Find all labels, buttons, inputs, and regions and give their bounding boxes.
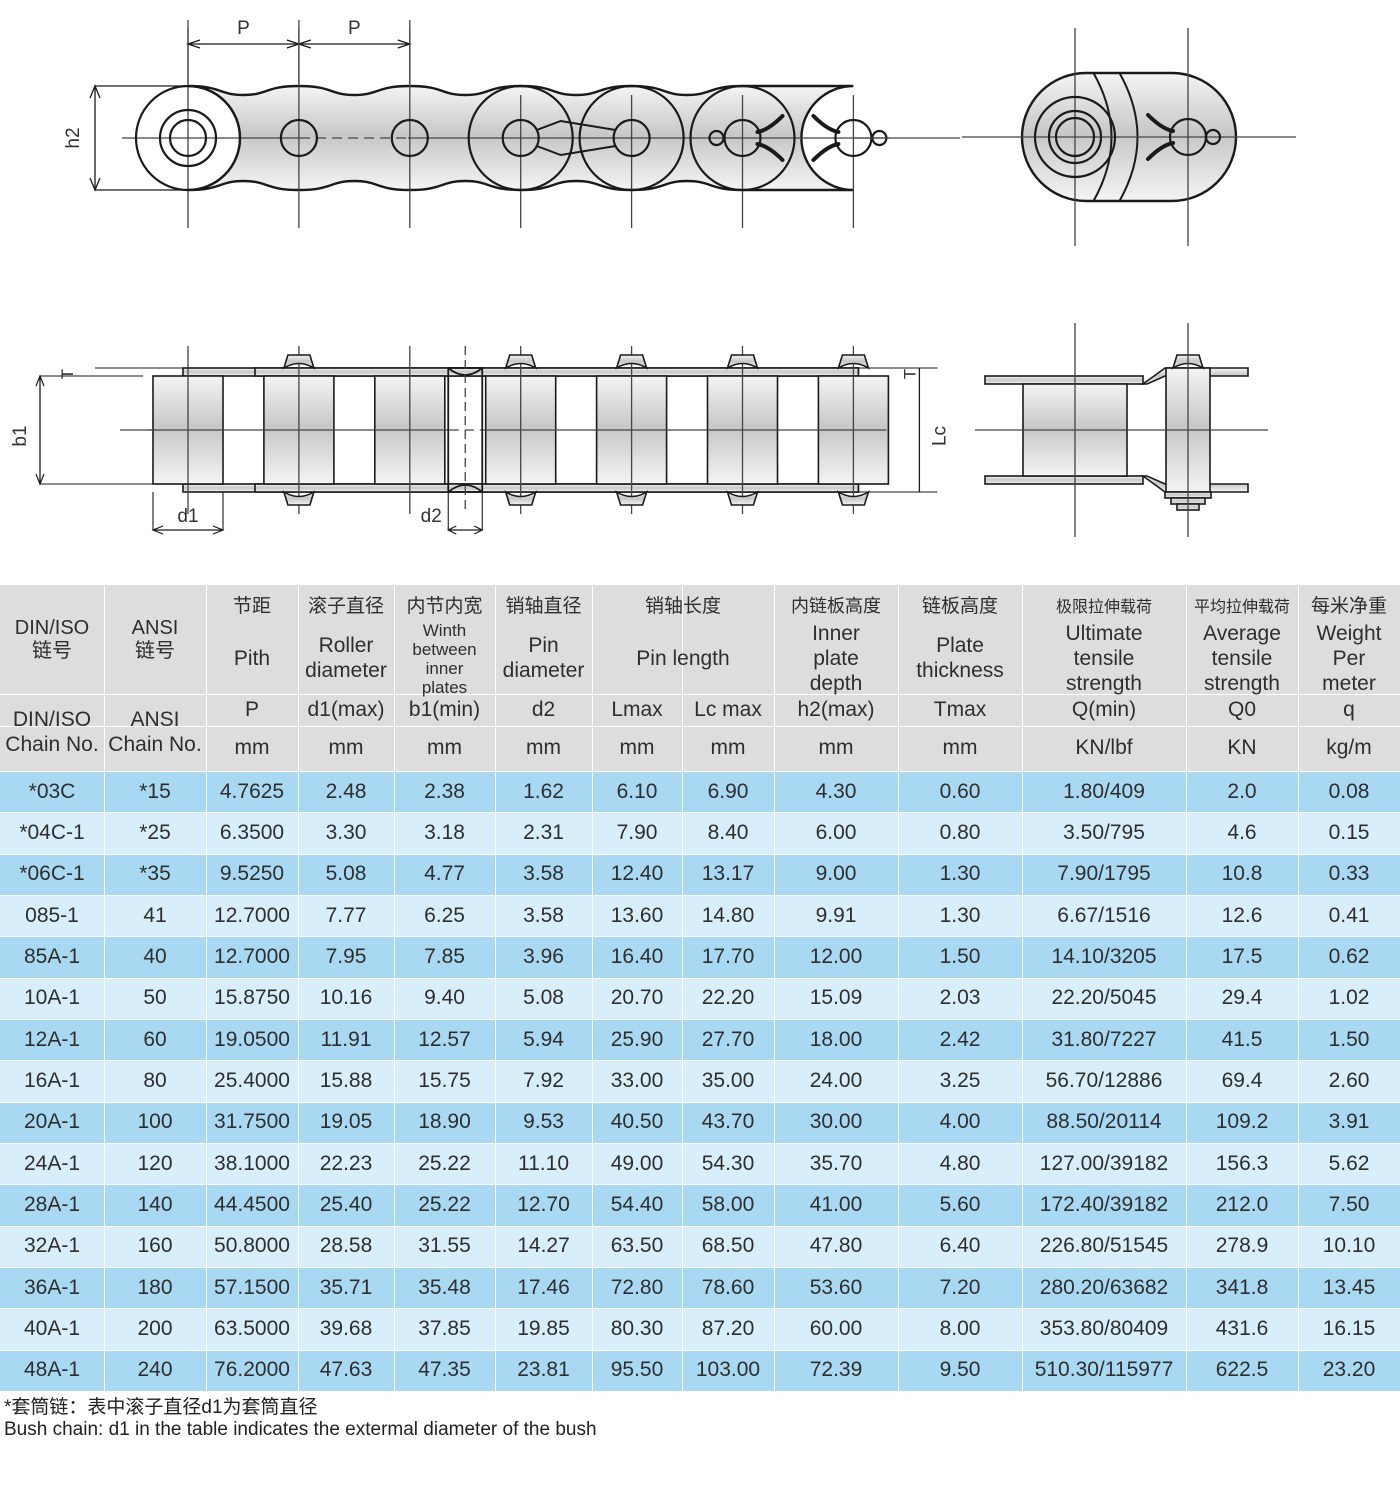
svg-text:P: P [237,18,250,39]
svg-text:b1: b1 [10,425,31,446]
svg-text:T: T [58,369,77,379]
svg-text:h2: h2 [63,127,84,148]
svg-text:d1: d1 [177,506,198,527]
svg-text:Lc: Lc [929,426,950,446]
svg-text:T: T [900,369,919,379]
svg-text:P: P [348,18,361,39]
svg-text:d2: d2 [421,506,442,527]
